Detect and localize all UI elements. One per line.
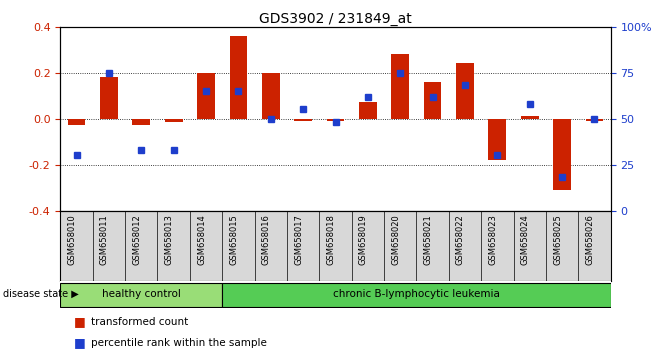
Text: GSM658017: GSM658017 (294, 214, 303, 265)
Bar (521, 116, 539, 119)
Text: chronic B-lymphocytic leukemia: chronic B-lymphocytic leukemia (333, 289, 500, 299)
Text: ■: ■ (74, 315, 86, 328)
Text: GSM658023: GSM658023 (488, 214, 497, 265)
Text: GSM658016: GSM658016 (262, 214, 271, 265)
Text: GSM658015: GSM658015 (229, 214, 238, 265)
Bar (488, 119, 506, 160)
Bar (222, 283, 611, 307)
Bar (262, 73, 280, 119)
Bar (68, 119, 85, 126)
Text: disease state ▶: disease state ▶ (3, 289, 79, 299)
Text: percentile rank within the sample: percentile rank within the sample (91, 338, 266, 348)
Text: GSM658026: GSM658026 (585, 214, 595, 265)
Text: GSM658018: GSM658018 (327, 214, 336, 265)
Bar (327, 119, 344, 121)
Bar (60, 283, 222, 307)
Bar (456, 63, 474, 119)
Bar (165, 119, 183, 122)
Text: healthy control: healthy control (102, 289, 180, 299)
Bar (586, 119, 603, 121)
Text: GSM658010: GSM658010 (68, 214, 76, 265)
Text: GSM658012: GSM658012 (132, 214, 142, 265)
Text: GSM658025: GSM658025 (553, 214, 562, 265)
Bar (359, 103, 377, 119)
Text: GSM658021: GSM658021 (423, 214, 433, 265)
Bar (294, 119, 312, 121)
Text: GSM658019: GSM658019 (359, 214, 368, 265)
Text: GSM658020: GSM658020 (391, 214, 400, 265)
Text: transformed count: transformed count (91, 317, 188, 327)
Text: GSM658024: GSM658024 (521, 214, 529, 265)
Text: ■: ■ (74, 337, 86, 349)
Text: GSM658014: GSM658014 (197, 214, 206, 265)
Text: GSM658022: GSM658022 (456, 214, 465, 265)
Bar (553, 119, 571, 190)
Bar (423, 82, 442, 119)
Bar (391, 54, 409, 119)
Bar (229, 36, 248, 119)
Text: GSM658013: GSM658013 (164, 214, 174, 265)
Bar (100, 77, 118, 119)
Title: GDS3902 / 231849_at: GDS3902 / 231849_at (259, 12, 412, 25)
Text: GSM658011: GSM658011 (100, 214, 109, 265)
Bar (132, 119, 150, 126)
Bar (197, 73, 215, 119)
